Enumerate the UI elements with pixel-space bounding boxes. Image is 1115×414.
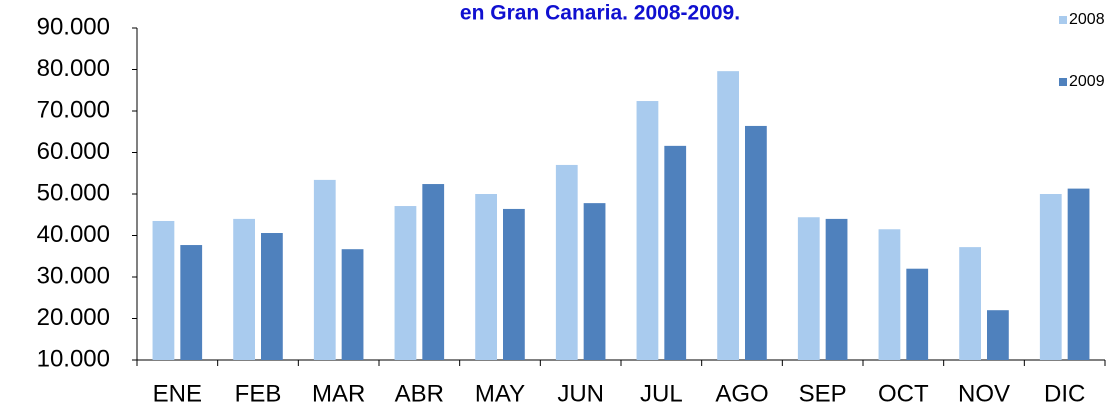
bar xyxy=(745,125,767,360)
bar xyxy=(233,218,255,360)
bar xyxy=(987,310,1009,360)
bar xyxy=(180,245,203,360)
bar xyxy=(261,233,283,360)
bar xyxy=(475,194,497,360)
y-tick-label: 90.000 xyxy=(37,13,110,40)
x-tick-label: MAR xyxy=(312,380,365,407)
bar xyxy=(503,208,525,360)
bar xyxy=(664,145,687,360)
x-tick-label: MAY xyxy=(475,380,525,407)
bar xyxy=(959,247,981,360)
y-tick-label: 60.000 xyxy=(37,138,110,165)
y-tick-label: 10.000 xyxy=(37,345,110,372)
legend-label: 2008 xyxy=(1069,11,1105,28)
bar xyxy=(1067,188,1090,360)
x-tick-label: OCT xyxy=(878,380,929,407)
x-tick-label: FEB xyxy=(235,380,282,407)
x-tick-label: DIC xyxy=(1044,380,1085,407)
bar xyxy=(878,229,901,360)
y-tick-label: 50.000 xyxy=(37,179,110,206)
legend-swatch xyxy=(1059,16,1067,24)
y-tick-label: 40.000 xyxy=(37,221,110,248)
bar xyxy=(341,249,364,360)
y-tick-label: 80.000 xyxy=(37,55,110,82)
x-tick-label: NOV xyxy=(958,380,1010,407)
bar xyxy=(152,220,175,360)
y-tick-label: 30.000 xyxy=(37,262,110,289)
bar xyxy=(906,268,929,360)
legend-label: 2009 xyxy=(1069,73,1105,90)
bar xyxy=(422,184,445,360)
bar xyxy=(825,218,848,360)
y-tick-label: 70.000 xyxy=(37,96,110,123)
x-tick-label: ABR xyxy=(395,380,444,407)
bar xyxy=(313,179,336,360)
bar xyxy=(717,71,739,360)
y-tick-label: 20.000 xyxy=(37,304,110,331)
x-tick-label: AGO xyxy=(715,380,768,407)
bar xyxy=(555,164,578,360)
x-tick-label: SEP xyxy=(799,380,847,407)
x-tick-label: JUN xyxy=(557,380,604,407)
bar xyxy=(394,206,417,360)
x-tick-label: ENE xyxy=(153,380,202,407)
chart-title: en Gran Canaria. 2008-2009. xyxy=(460,2,740,25)
bar xyxy=(583,203,606,360)
bar xyxy=(1039,194,1062,360)
x-tick-label: JUL xyxy=(640,380,683,407)
bar xyxy=(797,217,820,360)
legend-swatch xyxy=(1059,78,1067,86)
bar xyxy=(636,101,659,360)
